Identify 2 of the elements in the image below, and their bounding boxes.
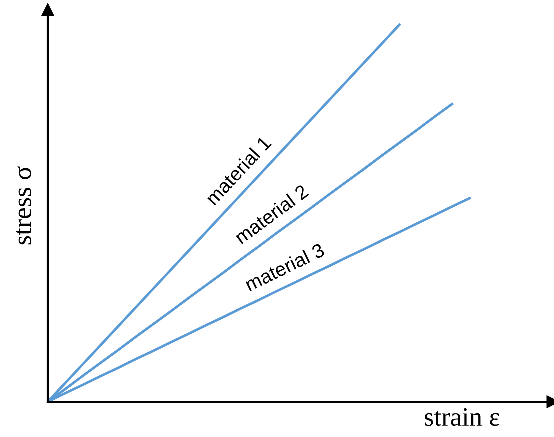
y-axis-title: stress σ bbox=[16, 166, 32, 245]
x-axis-title: strain ε bbox=[425, 408, 500, 426]
